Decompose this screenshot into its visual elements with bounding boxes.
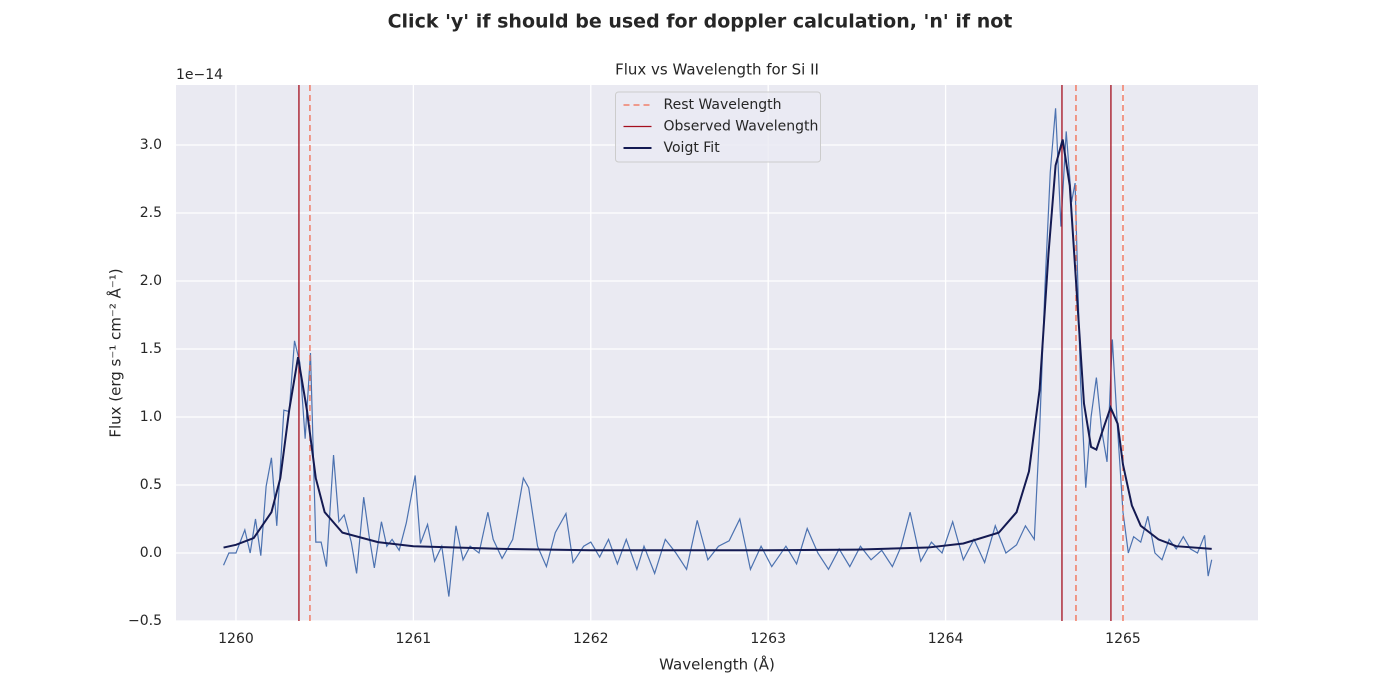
x-tick-label: 1263 — [750, 631, 786, 647]
legend-box — [615, 91, 821, 163]
plot-background — [176, 85, 1258, 621]
y-tick-label: 1.5 — [140, 341, 162, 357]
y-tick-label: −0.5 — [128, 613, 162, 629]
x-tick-label: 1265 — [1105, 631, 1141, 647]
y-tick-label: 1.0 — [140, 409, 162, 425]
plot-area — [222, 85, 1213, 621]
x-tick-label: 1264 — [928, 631, 964, 647]
suptitle: Click 'y' if should be used for doppler … — [388, 11, 1013, 33]
y-axis-label: Flux (erg s⁻¹ cm⁻² Å⁻¹) — [106, 268, 125, 437]
fit-line — [223, 139, 1212, 552]
x-tick-label: 1262 — [573, 631, 609, 647]
y-tick-label: 0.0 — [140, 545, 162, 561]
y-tick-label: 3.0 — [140, 137, 162, 153]
x-axis-label: Wavelength (Å) — [659, 655, 775, 674]
y-tick-label: 0.5 — [140, 477, 162, 493]
flux-line — [222, 108, 1213, 597]
chart-title: Flux vs Wavelength for Si II — [615, 61, 819, 79]
y-tick-label: 2.5 — [140, 205, 162, 221]
legend-label: Observed Wavelength — [664, 119, 819, 135]
y-offset-text: 1e−14 — [176, 67, 223, 83]
x-tick-label: 1261 — [396, 631, 432, 647]
legend-label: Voigt Fit — [664, 140, 721, 156]
legend-label: Rest Wavelength — [664, 97, 782, 113]
y-tick-label: 2.0 — [140, 273, 162, 289]
x-tick-label: 1260 — [218, 631, 254, 647]
